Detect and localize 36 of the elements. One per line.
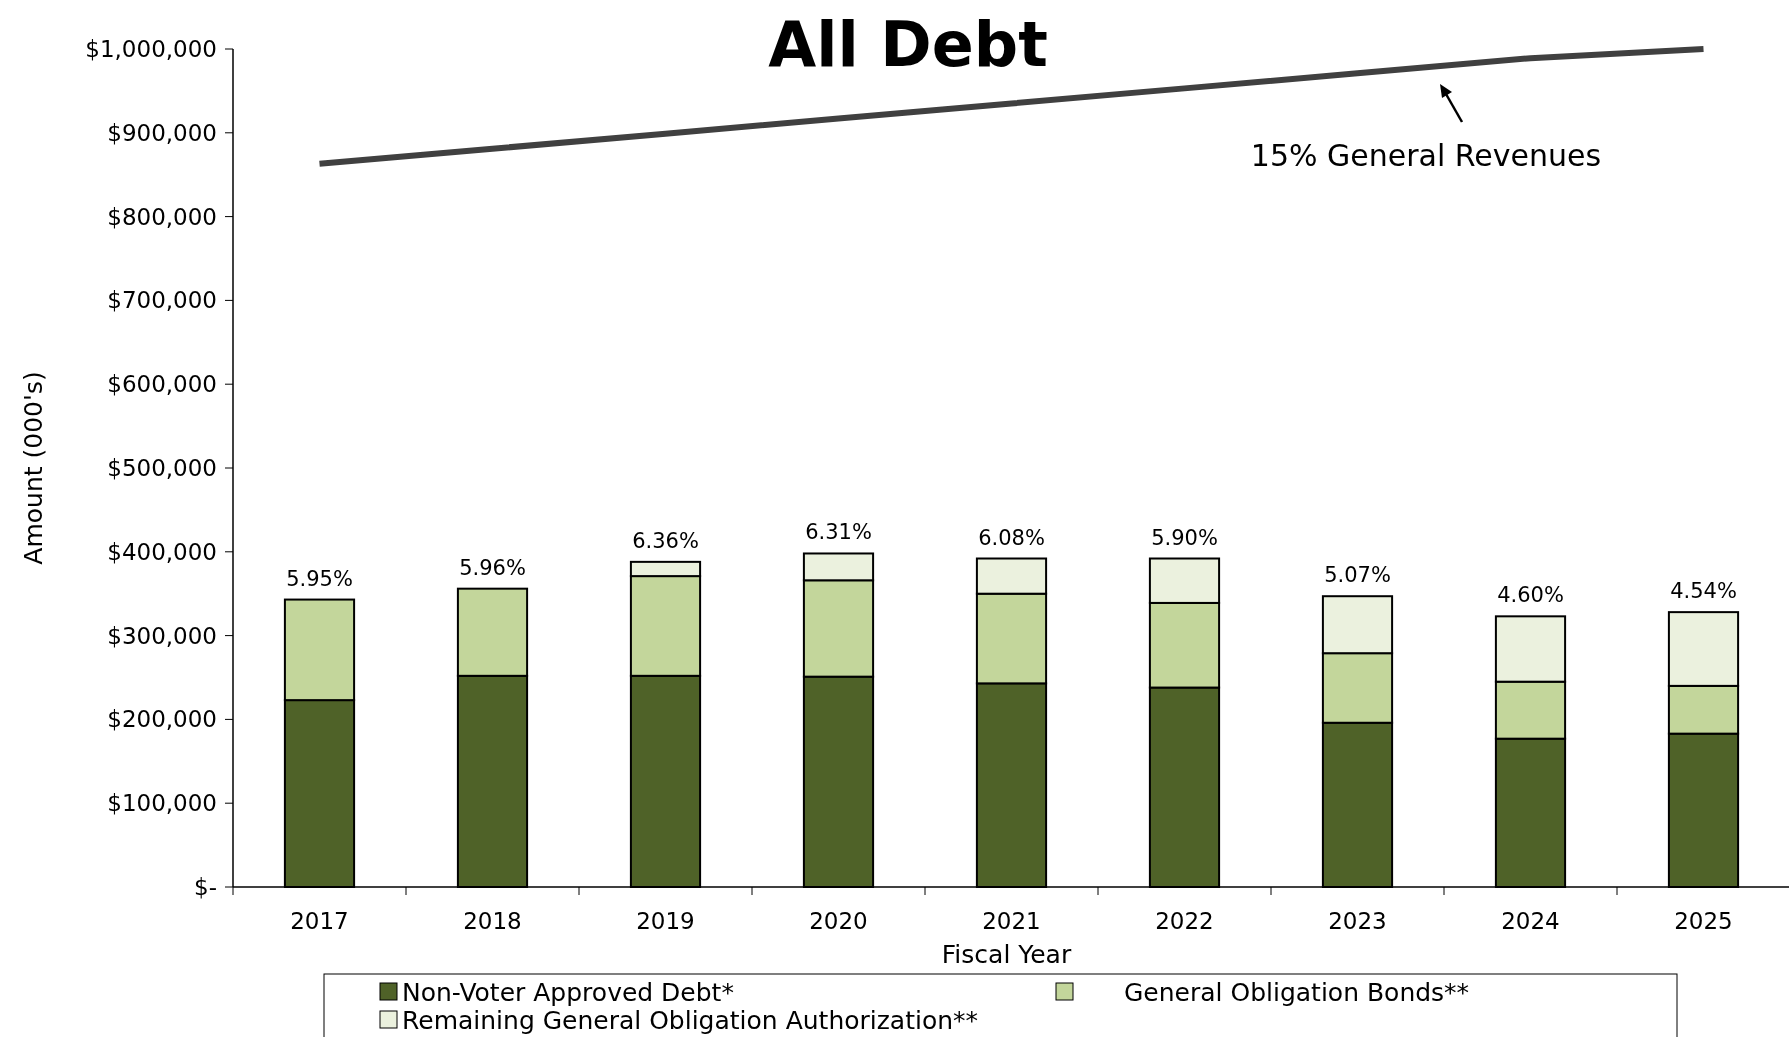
- x-tick-label: 2024: [1501, 908, 1560, 934]
- x-tick-label: 2020: [809, 908, 868, 934]
- x-tick-label: 2022: [1155, 908, 1214, 934]
- annotation: 4.54%: [1670, 579, 1737, 604]
- y-tick-label: $200,000: [107, 706, 217, 733]
- x-tick-label: 2025: [1674, 908, 1733, 934]
- chart-title: All Debt: [768, 8, 1048, 81]
- legend-label: Remaining General Obligation Authorization**: [402, 1005, 979, 1035]
- y-tick-label: $800,000: [107, 203, 217, 230]
- annotation: 5.95%: [286, 566, 353, 591]
- annotation: 4.60%: [1497, 583, 1564, 608]
- legend-label: General Obligation Bonds**: [1124, 977, 1470, 1007]
- y-axis-title: Amount (000's): [19, 371, 48, 565]
- annotation: 15% General Revenues: [1250, 138, 1602, 173]
- legend-label: Non-Voter Approved Debt*: [402, 977, 734, 1007]
- y-tick-label: $300,000: [107, 622, 217, 649]
- annotation: 6.31%: [805, 520, 872, 545]
- y-tick-label: $600,000: [107, 371, 217, 398]
- y-tick-label: $900,000: [107, 119, 217, 146]
- y-tick-label: $-: [194, 874, 217, 901]
- annotation: 5.07%: [1324, 563, 1391, 588]
- y-tick-label: $500,000: [107, 455, 217, 482]
- x-tick-label: 2023: [1328, 908, 1387, 934]
- annotation: 5.96%: [459, 555, 526, 580]
- x-axis-title: Fiscal Year: [941, 940, 1072, 969]
- y-tick-label: $100,000: [107, 790, 217, 817]
- y-tick-label: $700,000: [107, 287, 217, 314]
- annotation: 6.08%: [978, 525, 1045, 550]
- y-tick-label: $1,000,000: [85, 36, 217, 63]
- x-tick-label: 2019: [636, 908, 695, 934]
- x-tick-label: 2017: [290, 908, 349, 934]
- annotation: 5.90%: [1151, 525, 1218, 550]
- annotation: 6.36%: [632, 528, 699, 553]
- y-tick-label: $400,000: [107, 538, 217, 565]
- x-tick-label: 2018: [463, 908, 522, 934]
- x-tick-label: 2021: [982, 908, 1041, 934]
